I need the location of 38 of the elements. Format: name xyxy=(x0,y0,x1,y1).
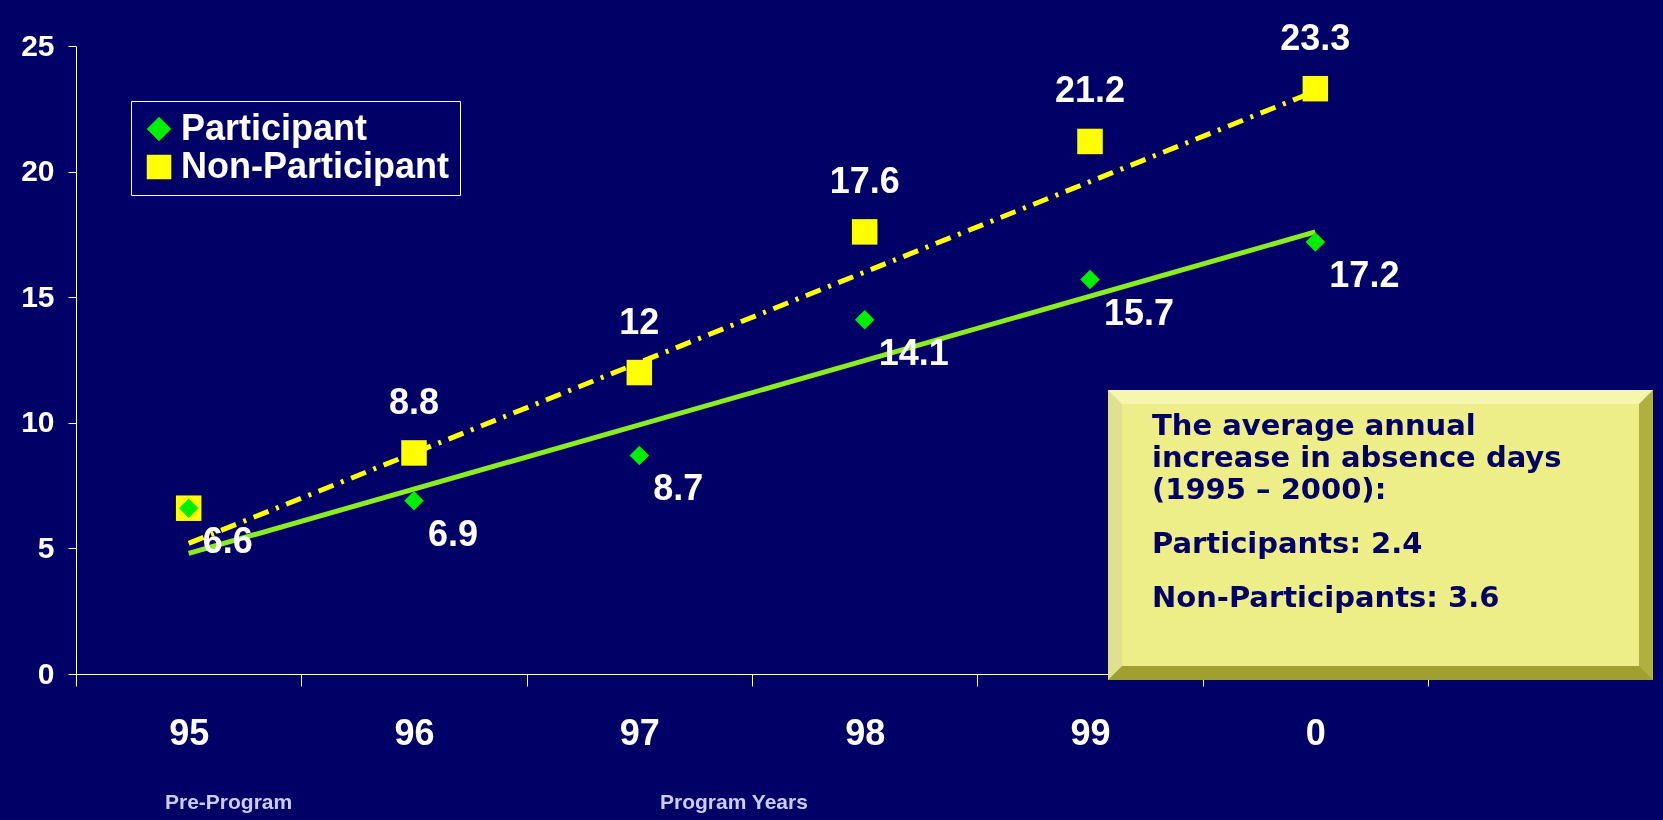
legend-label: Participant xyxy=(181,107,368,148)
point xyxy=(1080,269,1100,290)
data-label: 6.9 xyxy=(428,512,479,554)
data-label: 21.2 xyxy=(1054,69,1126,111)
data-label: 23.3 xyxy=(1280,16,1351,58)
x-tick-label: 98 xyxy=(845,711,886,753)
point xyxy=(1077,128,1103,155)
text: Pre-Program xyxy=(165,790,293,814)
point xyxy=(404,490,424,511)
note-panel: The average annual increase in absence days (1995 – 2000): Participants: 2.4 Non-Participants: 3.6 xyxy=(1108,390,1653,680)
point xyxy=(854,310,875,330)
x-tick-label: 95 xyxy=(169,711,210,753)
y-tick-label: 25 xyxy=(21,28,55,62)
x-tick-label: 96 xyxy=(394,711,435,753)
y-tick-label: 0 xyxy=(37,656,55,690)
point xyxy=(1302,75,1329,102)
annotation: Non-Participants: 3.6 xyxy=(1152,579,1501,614)
data-label: 12 xyxy=(619,300,660,342)
y-tick-label: 15 xyxy=(21,279,55,313)
data-label: 8.8 xyxy=(388,380,440,422)
x-tick-label: 97 xyxy=(619,711,660,753)
y-tick-label: 5 xyxy=(37,530,55,564)
x-tick-label: 99 xyxy=(1070,711,1111,753)
point xyxy=(1305,232,1326,252)
point xyxy=(626,359,653,386)
data-label: 17.6 xyxy=(829,159,900,201)
point xyxy=(851,219,878,245)
data-label: 15.7 xyxy=(1104,291,1175,333)
annotation: Participants: 2.4 xyxy=(1152,525,1424,560)
annotation: The average annual increase in absence days (1995 – 2000): xyxy=(1152,408,1563,506)
y-tick-label: 20 xyxy=(21,154,55,188)
x-tick-label: 0 xyxy=(1305,711,1326,753)
point xyxy=(629,445,650,466)
point xyxy=(401,440,427,466)
data-label: 8.7 xyxy=(653,467,704,509)
data-label: 17.2 xyxy=(1329,253,1400,295)
text: Program Years xyxy=(660,790,808,814)
y-tick-label: 10 xyxy=(21,405,55,439)
